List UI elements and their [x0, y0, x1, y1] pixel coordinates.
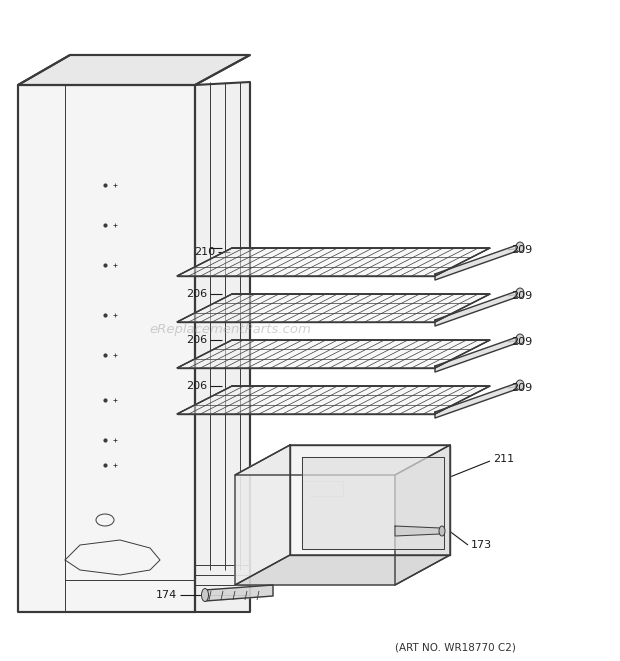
Polygon shape [177, 248, 490, 276]
Polygon shape [435, 382, 520, 418]
Polygon shape [235, 445, 290, 585]
Polygon shape [395, 445, 450, 585]
Polygon shape [395, 526, 440, 536]
Text: eReplacementParts.com: eReplacementParts.com [149, 323, 311, 336]
Polygon shape [195, 82, 250, 612]
Text: 209: 209 [511, 245, 532, 255]
Text: (ART NO. WR18770 C2): (ART NO. WR18770 C2) [394, 642, 515, 652]
Ellipse shape [516, 380, 524, 390]
Polygon shape [177, 386, 490, 414]
Text: 211: 211 [493, 454, 514, 464]
Polygon shape [18, 55, 250, 85]
Text: 206: 206 [186, 289, 207, 299]
Polygon shape [235, 555, 450, 585]
Ellipse shape [439, 526, 445, 536]
Text: 206: 206 [186, 381, 207, 391]
Polygon shape [18, 85, 195, 612]
Text: 206: 206 [186, 335, 207, 345]
Ellipse shape [202, 588, 208, 602]
Polygon shape [177, 340, 490, 368]
Text: 174: 174 [156, 590, 177, 600]
Polygon shape [435, 290, 520, 326]
Polygon shape [290, 445, 450, 555]
Ellipse shape [516, 334, 524, 344]
Polygon shape [435, 336, 520, 372]
Text: 173: 173 [471, 540, 492, 550]
Text: 210: 210 [194, 247, 215, 257]
Polygon shape [235, 445, 450, 475]
Polygon shape [205, 585, 273, 601]
Text: 209: 209 [511, 383, 532, 393]
Ellipse shape [516, 288, 524, 298]
Text: 209: 209 [511, 337, 532, 347]
Text: 209: 209 [511, 291, 532, 301]
Polygon shape [177, 294, 490, 322]
Polygon shape [435, 244, 520, 280]
Polygon shape [302, 457, 444, 549]
Ellipse shape [516, 242, 524, 252]
